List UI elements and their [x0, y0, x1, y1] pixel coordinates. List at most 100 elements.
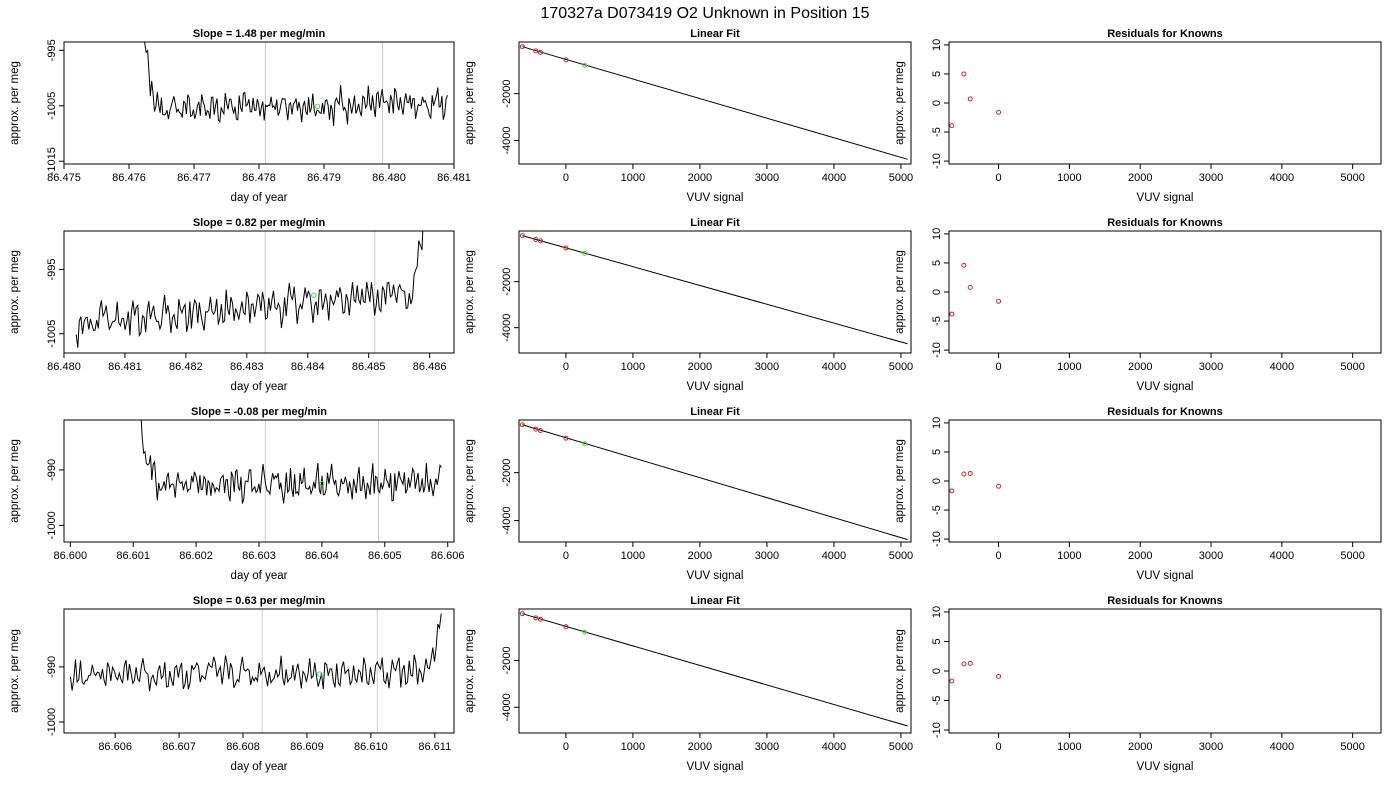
y-tick-label: -995: [46, 259, 58, 281]
y-axis: 10 5 0 -5 -10: [931, 606, 949, 738]
residual-point: [967, 96, 973, 102]
panel-title: Slope = 0.63 per meg/min: [193, 595, 326, 607]
plot-frame: [63, 608, 455, 734]
y-tick-label: 5: [931, 449, 943, 455]
x-tick-label: 86.480: [47, 361, 81, 373]
x-tick-label: 2000: [1128, 550, 1152, 562]
y-tick-label: -2000: [501, 268, 513, 296]
y-axis: 10 5 0 -5 -10: [931, 228, 949, 358]
y-tick-label: -10: [931, 531, 943, 547]
residual-point: [949, 678, 955, 684]
y-tick-label: -4000: [501, 506, 513, 534]
x-tick-label: 86.481: [108, 361, 142, 373]
panel-title: Linear Fit: [690, 406, 740, 418]
x-tick-label: 1000: [621, 741, 645, 753]
y-tick-label: -10: [931, 342, 943, 358]
x-tick-label: 86.608: [226, 741, 260, 753]
x-tick-label: 86.476: [112, 172, 146, 184]
x-tick-label: 0: [996, 172, 1002, 184]
x-tick-label: 86.606: [431, 550, 465, 562]
x-axis-label: VUV signal: [687, 192, 744, 204]
plot-area: [519, 44, 908, 160]
x-axis-label: VUV signal: [1137, 570, 1194, 582]
x-axis: 86.600 86.601 86.602 86.603 86.604 86.605 86.6…: [53, 542, 465, 562]
x-tick-label: 4000: [822, 741, 846, 753]
x-tick-label: 4000: [822, 172, 846, 184]
x-tick-label: 86.605: [368, 550, 402, 562]
x-axis-label: VUV signal: [1137, 192, 1194, 204]
x-tick-label: 4000: [822, 550, 846, 562]
y-tick-label: -2000: [501, 459, 513, 487]
x-tick-label: 1000: [621, 172, 645, 184]
y-axis-label: approx. per meg: [894, 629, 906, 713]
y-tick-label: 5: [931, 638, 943, 644]
plot-area: [949, 71, 1002, 129]
y-tick-label: 0: [931, 478, 943, 484]
residual-point: [967, 284, 973, 290]
signal-trace: [75, 231, 424, 348]
x-axis-label: VUV signal: [1137, 381, 1194, 393]
y-tick-label: -5: [931, 696, 943, 706]
y-axis-label: approx. per meg: [464, 629, 476, 713]
y-tick-label: 0: [931, 289, 943, 295]
x-tick-label: 4000: [1270, 361, 1294, 373]
x-tick-label: 86.479: [307, 172, 341, 184]
x-tick-label: 2000: [1128, 361, 1152, 373]
x-tick-label: 86.482: [169, 361, 203, 373]
residual-point: [949, 311, 955, 317]
y-axis-label: approx. per meg: [9, 250, 21, 334]
x-axis: 86.606 86.607 86.608 86.609 86.610 86.611: [98, 733, 451, 753]
y-axis: 10 5 0 -5 -10: [931, 39, 949, 169]
y-tick-label: 5: [931, 260, 943, 266]
plot-frame: [63, 41, 455, 165]
fit-line: [522, 424, 908, 541]
x-axis: 0 1000 2000 3000 4000 5000: [563, 353, 913, 373]
y-axis-label: approx. per meg: [894, 439, 906, 523]
x-tick-label: 4000: [822, 361, 846, 373]
figure-suptitle: 170327a D073419 O2 Unknown in Position 1…: [540, 5, 869, 22]
residual-point: [949, 488, 955, 494]
x-axis: 0 1000 2000 3000 4000 5000: [563, 164, 913, 184]
x-tick-label: 2000: [688, 172, 712, 184]
y-tick-label: -5: [931, 127, 943, 137]
known-point: [519, 422, 525, 428]
x-tick-label: 86.604: [305, 550, 339, 562]
plot-frame: [518, 419, 912, 543]
residual-point: [996, 673, 1002, 679]
plot-area: [140, 420, 442, 504]
plot-area: [949, 660, 1002, 684]
x-tick-label: 86.477: [177, 172, 211, 184]
plot-frame: [518, 230, 912, 354]
known-point: [533, 237, 539, 243]
y-tick-label: -1005: [46, 92, 58, 120]
x-tick-label: 5000: [1340, 172, 1364, 184]
x-axis-label: VUV signal: [687, 381, 744, 393]
x-tick-label: 5000: [889, 741, 913, 753]
panel-linear-fit-row1: Linear Fit 0 1000 2000 3000 4000 5000 VUV signa…: [464, 28, 913, 204]
plot-frame: [63, 230, 455, 354]
known-point: [537, 616, 543, 622]
x-axis-label: day of year: [231, 381, 288, 393]
plot-frame: [948, 41, 1382, 165]
x-axis: 86.475 86.476 86.477 86.478 86.479 86.480 86.4…: [47, 164, 471, 184]
fit-line: [522, 46, 908, 160]
residual-point: [967, 660, 973, 666]
x-tick-label: 0: [996, 550, 1002, 562]
known-point: [533, 426, 539, 432]
plot-area: [519, 233, 908, 345]
known-point: [519, 233, 525, 239]
y-axis-label: approx. per meg: [9, 61, 21, 145]
y-tick-label: -1000: [46, 511, 58, 539]
panel-title: Residuals for Knowns: [1107, 595, 1223, 607]
y-tick-label: -2000: [501, 646, 513, 674]
y-tick-label: 0: [931, 668, 943, 674]
panel-linear-fit-row4: Linear Fit 0 1000 2000 3000 4000 5000 VUV signa…: [464, 595, 913, 773]
x-tick-label: 86.607: [162, 741, 196, 753]
x-tick-label: 2000: [1128, 172, 1152, 184]
known-point: [563, 624, 569, 630]
x-tick-label: 2000: [688, 741, 712, 753]
